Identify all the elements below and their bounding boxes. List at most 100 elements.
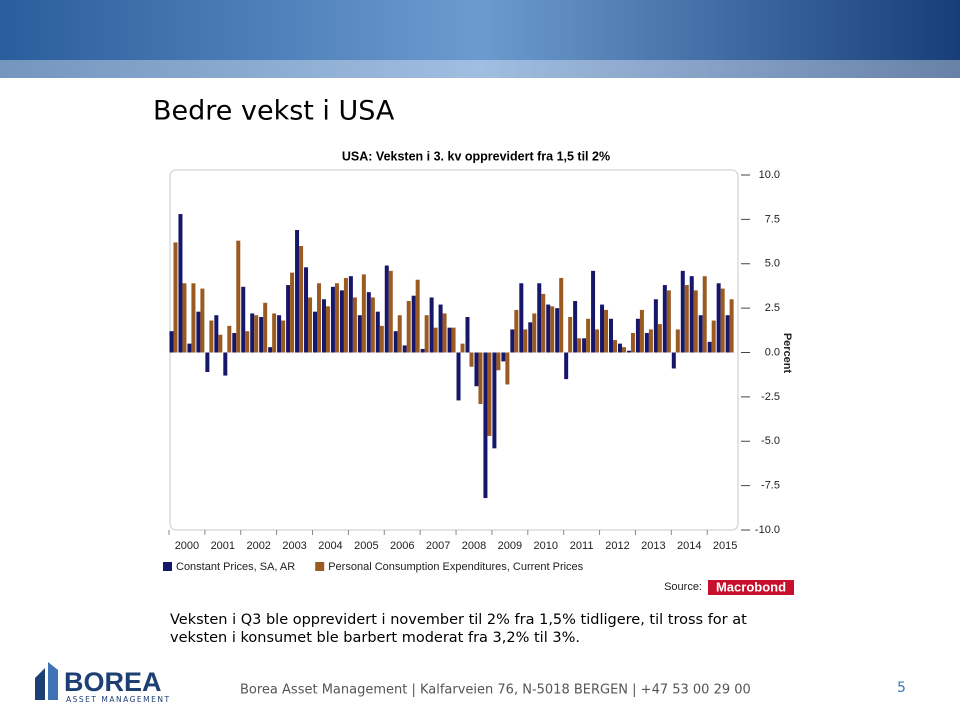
bar [433, 327, 438, 353]
bar [290, 272, 295, 353]
bar [465, 317, 470, 353]
bar [334, 283, 339, 353]
x-tick-label: 2004 [318, 540, 342, 552]
x-tick-label: 2005 [354, 540, 378, 552]
bar [223, 352, 228, 376]
x-tick-label: 2000 [175, 540, 199, 552]
bar [492, 352, 497, 449]
header-banner [0, 0, 960, 78]
bar [532, 313, 537, 353]
logo-mark [35, 662, 58, 700]
bar [169, 331, 174, 353]
bar [214, 315, 219, 353]
x-tick-label: 2012 [605, 540, 629, 552]
bar [474, 352, 479, 387]
logo-shape [48, 662, 58, 700]
bar [653, 299, 658, 353]
bar [272, 313, 277, 353]
bar [254, 315, 259, 353]
bar [209, 320, 214, 353]
legend-swatch [163, 562, 172, 571]
x-tick-label: 2015 [713, 540, 737, 552]
bar [406, 301, 411, 353]
bar [582, 338, 587, 353]
chart-title: USA: Veksten i 3. kv oppre­vidert fra 1,… [342, 149, 610, 163]
bar [263, 302, 268, 353]
bar [352, 297, 357, 353]
bar [456, 352, 461, 401]
bar [187, 343, 192, 353]
x-tick-label: 2001 [211, 540, 235, 552]
bar [469, 352, 474, 367]
bar [483, 352, 488, 499]
bar [424, 315, 429, 353]
bar [666, 290, 671, 353]
source-label: Source: [664, 581, 702, 593]
bar [546, 304, 551, 353]
y-tick-label: -5.0 [761, 435, 780, 447]
y-tick-label: 10.0 [759, 169, 780, 181]
bar [725, 315, 730, 353]
bar [415, 279, 420, 353]
bar [245, 331, 250, 353]
bar [375, 311, 380, 353]
y-tick-label: 2.5 [765, 302, 780, 314]
bar [241, 286, 246, 353]
page-number: 5 [897, 680, 906, 696]
bar [411, 295, 416, 353]
slide-title: Bedre vekst i USA [153, 96, 395, 127]
bar [541, 293, 546, 353]
x-tick-label: 2013 [641, 540, 665, 552]
bar [447, 327, 452, 353]
x-tick-label: 2014 [677, 540, 701, 552]
bar [200, 288, 205, 353]
x-tick-label: 2006 [390, 540, 414, 552]
bar [460, 343, 465, 353]
bar [505, 352, 510, 385]
x-tick-label: 2008 [462, 540, 486, 552]
bar [496, 352, 501, 371]
bar [720, 288, 725, 353]
bar [621, 347, 626, 353]
bar [370, 297, 375, 353]
x-tick-label: 2002 [246, 540, 270, 552]
bar [693, 290, 698, 353]
y-tick-label: 7.5 [765, 213, 780, 225]
bar [698, 315, 703, 353]
bar [196, 311, 201, 353]
bar [339, 290, 344, 353]
bar [317, 283, 322, 353]
bar [675, 329, 680, 353]
y-tick-label: -10.0 [755, 524, 780, 536]
bar [442, 313, 447, 353]
bar [528, 322, 533, 353]
bar [402, 345, 407, 353]
bar [420, 348, 425, 353]
bar [397, 315, 402, 353]
bar [577, 338, 582, 353]
bar [702, 276, 707, 353]
bar [711, 320, 716, 353]
banner-fade [0, 60, 960, 78]
bar [384, 265, 389, 353]
bar [487, 352, 492, 436]
bar [609, 318, 614, 353]
bar [523, 329, 528, 353]
bar [600, 304, 605, 353]
y-tick-label: -7.5 [761, 480, 780, 492]
bar [268, 347, 273, 353]
bar [595, 329, 600, 353]
bar [357, 315, 362, 353]
bar [648, 329, 653, 353]
bar [205, 352, 210, 373]
bar [689, 276, 694, 353]
bar [361, 274, 366, 353]
bar [388, 270, 393, 353]
bar [707, 341, 712, 353]
bar [519, 283, 524, 353]
bar [555, 308, 560, 353]
bar [304, 267, 309, 353]
bar [182, 283, 187, 353]
